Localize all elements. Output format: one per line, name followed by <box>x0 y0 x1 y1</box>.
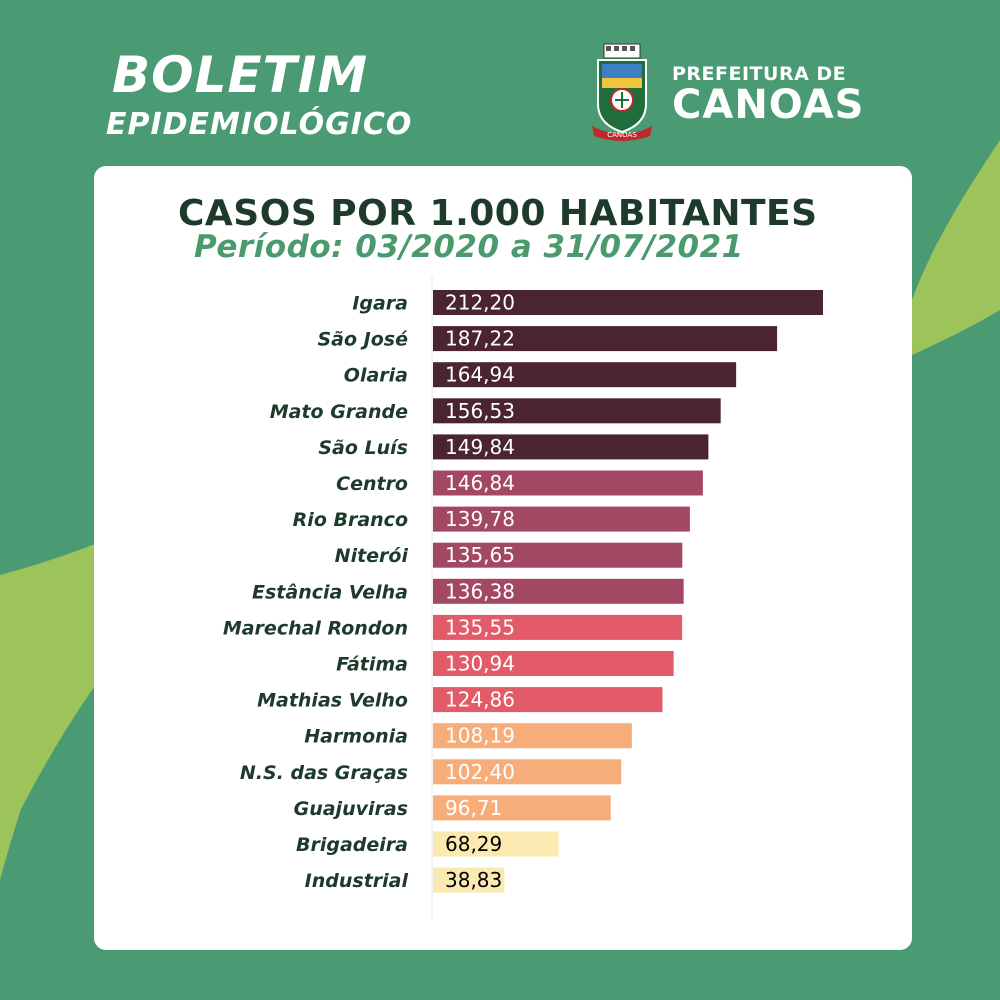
category-label: São José <box>318 329 409 351</box>
category-label: Mathias Velho <box>257 690 408 712</box>
category-label: Rio Branco <box>293 509 408 531</box>
bar <box>433 362 737 388</box>
bar <box>433 290 823 315</box>
bar <box>433 434 709 460</box>
bar-chart: Igara 212,20 São José 187,22 Olaria 164,94 Mat… <box>223 276 823 918</box>
chart-subtitle: Período: 03/2020 a 31/07/2021 <box>194 229 744 265</box>
category-label: Guajuviras <box>294 798 408 820</box>
category-label: Olaria <box>344 365 408 387</box>
bulletin-title: BOLETIM EPIDEMIOLÓGICO <box>106 44 412 144</box>
bar <box>433 831 559 857</box>
bar <box>433 795 611 821</box>
data-label: 108,19 <box>445 724 515 748</box>
right-green-wave <box>912 140 1000 355</box>
prefeitura-line2: CANOAS <box>672 82 865 128</box>
category-label: Centro <box>336 473 408 495</box>
data-label: 68,29 <box>445 832 502 856</box>
bar <box>433 398 721 424</box>
chart-title: CASOS POR 1.000 HABITANTES <box>178 193 818 234</box>
bar <box>433 326 778 352</box>
category-label: Igara <box>352 293 408 315</box>
prefeitura-logo-text: PREFEITURA DE CANOAS <box>672 62 864 126</box>
category-label: Mato Grande <box>270 401 408 423</box>
category-label: Harmonia <box>304 726 408 748</box>
canoas-crest-icon: CANOAS <box>592 43 652 141</box>
category-label: Marechal Rondon <box>223 617 408 639</box>
bar <box>433 542 683 568</box>
data-label: 124,86 <box>445 688 515 712</box>
data-label: 187,22 <box>445 327 515 351</box>
data-label: 212,20 <box>445 291 515 315</box>
data-label: 136,38 <box>445 579 515 603</box>
bulletin-title-line1: BOLETIM <box>112 46 369 104</box>
category-label: Industrial <box>305 870 409 892</box>
data-label: 139,78 <box>445 507 515 531</box>
bar <box>433 651 674 676</box>
chart-card: CASOS POR 1.000 HABITANTES Período: 03/2… <box>94 166 912 950</box>
category-label: Brigadeira <box>296 834 408 856</box>
data-label: 102,40 <box>445 760 515 784</box>
category-label: Estância Velha <box>252 581 408 603</box>
category-label: N.S. das Graças <box>240 762 408 784</box>
category-label: Fátima <box>336 654 408 676</box>
bar <box>433 506 690 532</box>
bar <box>433 578 684 604</box>
data-label: 135,55 <box>445 615 515 639</box>
bar <box>433 470 703 496</box>
bar <box>433 759 622 785</box>
data-label: 130,94 <box>445 652 515 676</box>
bar <box>433 867 505 893</box>
bar <box>433 723 632 749</box>
bulletin-title-line2: EPIDEMIOLÓGICO <box>106 107 413 142</box>
category-label: Niterói <box>335 545 409 567</box>
data-label: 96,71 <box>445 796 502 820</box>
data-label: 38,83 <box>445 868 502 892</box>
bar <box>433 614 683 640</box>
data-label: 135,65 <box>445 543 515 567</box>
data-label: 156,53 <box>445 399 515 423</box>
crest-ribbon-text: CANOAS <box>607 131 637 139</box>
data-label: 149,84 <box>445 435 515 459</box>
prefeitura-line1: PREFEITURA DE <box>672 63 847 85</box>
category-label: São Luís <box>318 437 408 459</box>
data-label: 164,94 <box>445 363 515 387</box>
data-label: 146,84 <box>445 471 515 495</box>
bar <box>433 687 663 713</box>
